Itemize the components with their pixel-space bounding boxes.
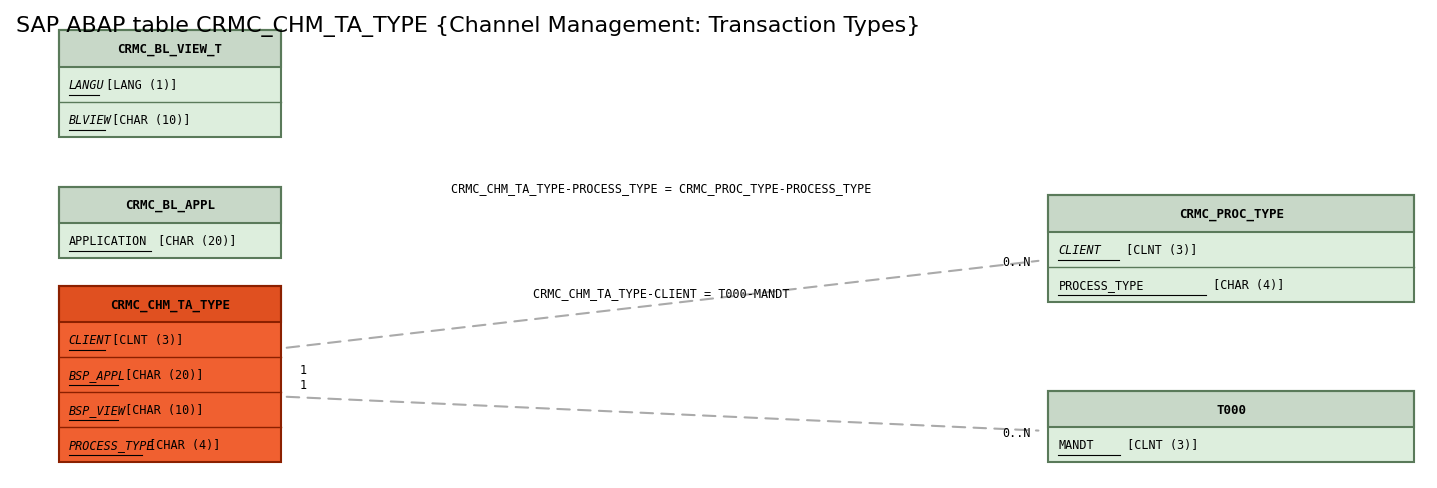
Text: BLVIEW: BLVIEW [69,113,112,126]
Text: CRMC_BL_APPL: CRMC_BL_APPL [125,199,216,212]
Text: MANDT: MANDT [1059,438,1094,451]
Text: CRMC_CHM_TA_TYPE-CLIENT = T000-MANDT: CRMC_CHM_TA_TYPE-CLIENT = T000-MANDT [533,286,789,299]
FancyBboxPatch shape [1049,427,1414,462]
Text: CLIENT: CLIENT [1059,244,1101,256]
Text: [CLNT (3)]: [CLNT (3)] [1119,438,1198,451]
Text: CRMC_CHM_TA_TYPE: CRMC_CHM_TA_TYPE [109,298,230,311]
Text: [CHAR (4)]: [CHAR (4)] [1206,278,1285,291]
Text: CLIENT: CLIENT [69,334,112,346]
Text: [CHAR (10)]: [CHAR (10)] [105,113,191,126]
Text: 1
1: 1 1 [300,364,308,391]
Text: 0..N: 0..N [1003,256,1032,269]
FancyBboxPatch shape [1049,391,1414,427]
FancyBboxPatch shape [1049,232,1414,302]
Text: [CLNT (3)]: [CLNT (3)] [1119,244,1197,256]
Text: [CLNT (3)]: [CLNT (3)] [105,334,184,346]
FancyBboxPatch shape [59,286,282,323]
Text: CRMC_CHM_TA_TYPE-PROCESS_TYPE = CRMC_PROC_TYPE-PROCESS_TYPE: CRMC_CHM_TA_TYPE-PROCESS_TYPE = CRMC_PRO… [451,182,871,195]
Text: [CHAR (10)]: [CHAR (10)] [118,404,203,416]
Text: T000: T000 [1216,403,1246,416]
Text: [CHAR (4)]: [CHAR (4)] [142,438,220,451]
FancyBboxPatch shape [1049,196,1414,232]
Text: 0..N: 0..N [1003,426,1032,439]
Text: CRMC_BL_VIEW_T: CRMC_BL_VIEW_T [118,42,223,56]
FancyBboxPatch shape [59,187,282,224]
FancyBboxPatch shape [59,224,282,259]
Text: SAP ABAP table CRMC_CHM_TA_TYPE {Channel Management: Transaction Types}: SAP ABAP table CRMC_CHM_TA_TYPE {Channel… [16,16,920,37]
Text: BSP_VIEW: BSP_VIEW [69,404,126,416]
Text: [CHAR (20)]: [CHAR (20)] [151,235,236,247]
Text: PROCESS_TYPE: PROCESS_TYPE [69,438,154,451]
Text: CRMC_PROC_TYPE: CRMC_PROC_TYPE [1178,208,1283,221]
Text: APPLICATION: APPLICATION [69,235,147,247]
FancyBboxPatch shape [59,323,282,462]
FancyBboxPatch shape [59,31,282,67]
Text: BSP_APPL: BSP_APPL [69,368,126,382]
Text: PROCESS_TYPE: PROCESS_TYPE [1059,278,1144,291]
Text: [LANG (1)]: [LANG (1)] [99,79,178,91]
FancyBboxPatch shape [59,67,282,137]
Text: [CHAR (20)]: [CHAR (20)] [118,368,203,382]
Text: LANGU: LANGU [69,79,105,91]
